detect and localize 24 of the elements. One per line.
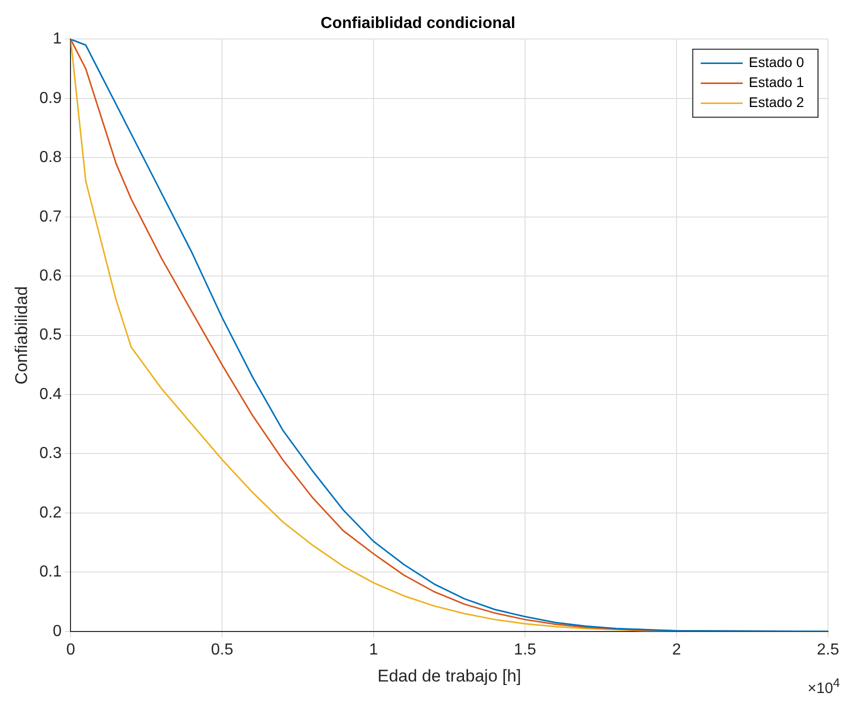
y-tick-label: 0.9 (39, 90, 62, 107)
x-tick-label: 1 (369, 641, 378, 658)
x-tick-label: 0.5 (210, 641, 234, 658)
legend-label: Estado 2 (748, 94, 804, 110)
text: ×10$^{4}$ (808, 676, 840, 697)
legend-label: Estado 1 (748, 74, 804, 90)
y-tick-label: 0.1 (39, 564, 62, 581)
x-tick-label: 2.5 (816, 641, 840, 658)
y-tick-label: 0.7 (39, 208, 62, 226)
y-tick-label: 0.5 (39, 326, 62, 344)
y-tick-label: 0 (52, 622, 62, 640)
y-tick-label: 0.2 (39, 504, 62, 522)
chart-title: Confiaiblidad condicional (320, 15, 516, 32)
x-tick-label: 1.5 (514, 641, 536, 658)
y-tick-label: 0.4 (39, 386, 62, 403)
y-tick-label: 0.6 (39, 267, 62, 284)
y-tick-label: 0.3 (39, 445, 62, 462)
x-tick-label: 0 (66, 641, 76, 658)
y-tick-label: 0.8 (39, 149, 62, 166)
legend-label: Estado 0 (748, 54, 804, 70)
y-tick-label: 1 (52, 30, 62, 48)
x-tick-label: 2 (672, 641, 682, 658)
x-axis-title: Edad de trabajo [h] (377, 666, 522, 686)
y-axis-title: Confiabilidad (12, 286, 31, 384)
